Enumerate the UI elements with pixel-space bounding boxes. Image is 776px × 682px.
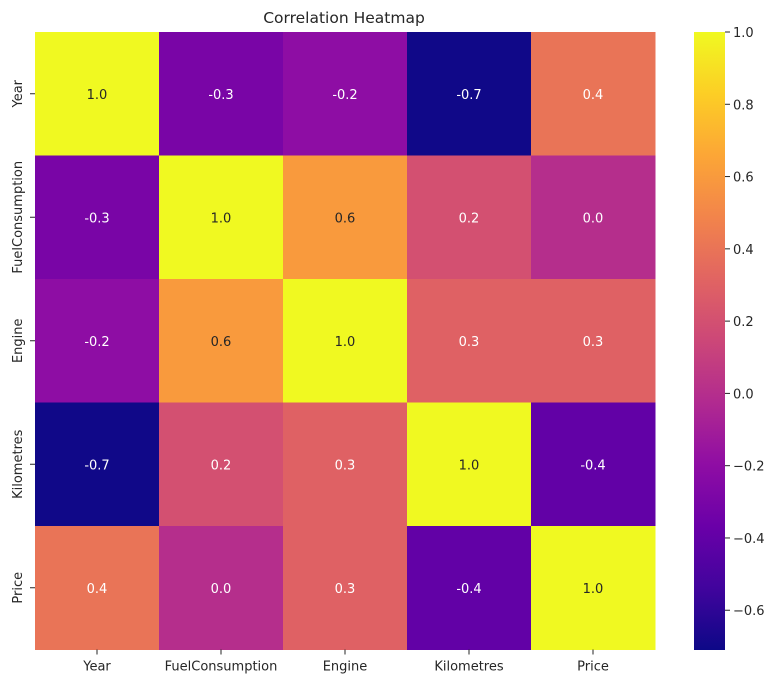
heatmap-cell [159,279,284,403]
colorbar-gradient [694,32,725,650]
cell-value-label: 0.4 [583,88,604,103]
x-tick-label: Kilometres [434,660,504,675]
heatmap-cell [407,402,532,527]
heatmap-cell [531,526,656,650]
colorbar-tick-label: −0.2 [733,460,765,475]
x-tick-label: Price [577,660,609,675]
cell-value-label: 1.0 [335,335,356,350]
x-axis: Year FuelConsumption Engine Kilometres Price [82,649,609,675]
colorbar-tick-label: 0.4 [733,243,754,258]
cell-value-label: 0.0 [211,582,232,597]
cell-value-label: -0.7 [456,88,481,103]
y-tick-label: Year [11,79,26,108]
x-tick-label: Engine [323,660,368,675]
heatmap-cell [283,155,408,280]
cell-value-label: -0.3 [84,211,109,226]
cell-value-label: 0.0 [583,211,604,226]
cell-value-label: 0.2 [211,458,232,473]
heatmap-cell [283,402,408,527]
cell-value-label: 0.4 [87,582,108,597]
heatmap-cell [35,155,160,280]
heatmap-cell [531,279,656,403]
cell-value-label: -0.4 [580,458,605,473]
heatmap-cell [35,402,160,527]
x-tick-label: Year [82,660,111,675]
colorbar-tick-label: 0.2 [733,315,754,330]
cell-value-label: 0.3 [583,335,604,350]
colorbar-tick-label: 0.6 [733,171,754,186]
heatmap-cell [407,279,532,403]
colorbar-tick-label: 0.0 [733,387,754,402]
cell-value-label: -0.3 [208,88,233,103]
cell-value-label: 0.2 [459,211,480,226]
heatmap-cell [159,32,284,156]
colorbar-tick-label: 0.8 [733,98,754,113]
heatmap-cell [283,526,408,650]
heatmap-cell [531,402,656,527]
cell-value-label: -0.2 [84,335,109,350]
heatmap-cell [531,32,656,156]
x-tick-label: FuelConsumption [165,660,278,675]
heatmap-cell [35,279,160,403]
heatmap-cell [159,402,284,527]
cell-value-label: 1.0 [583,582,604,597]
colorbar-tick-label: −0.4 [733,532,765,547]
heatmap-cell [283,32,408,156]
heatmap-cell [35,526,160,650]
cell-value-label: 0.3 [335,582,356,597]
cell-value-label: 0.6 [335,211,356,226]
heatmap-cell [531,155,656,280]
heatmap-cell [159,155,284,280]
heatmap-cell [283,279,408,403]
cell-value-label: 1.0 [459,458,480,473]
y-tick-label: FuelConsumption [11,161,26,274]
colorbar-tick-label: −0.6 [733,604,765,619]
y-tick-label: Price [11,572,26,604]
y-tick-label: Kilometres [11,429,26,499]
heatmap-cell [407,526,532,650]
colorbar-tick-label: 1.0 [733,26,754,41]
heatmap-cell [159,526,284,650]
cell-value-label: -0.2 [332,88,357,103]
chart-title: Correlation Heatmap [263,9,425,27]
y-tick-label: Engine [11,318,26,363]
heatmap-cell [407,32,532,156]
cell-value-label: -0.7 [84,458,109,473]
heatmap-cell [35,32,160,156]
cell-value-label: 0.3 [335,458,356,473]
heatmap-cell [407,155,532,280]
cell-value-label: 1.0 [87,88,108,103]
y-axis: Year FuelConsumption Engine Kilometres Price [11,79,35,604]
cell-value-label: -0.4 [456,582,481,597]
cell-value-label: 1.0 [211,211,232,226]
heatmap-cells: 1.0 -0.3 -0.2 -0.7 0.4 -0.3 1.0 0.6 0.2 0.0 -0.2 0.… [35,32,656,650]
cell-value-label: 0.6 [211,335,232,350]
cell-value-label: 0.3 [459,335,480,350]
colorbar-ticks: 1.0 0.8 0.6 0.4 0.2 0.0 −0.2 −0.4 −0.6 [725,26,765,619]
colorbar: 1.0 0.8 0.6 0.4 0.2 0.0 −0.2 −0.4 −0.6 [694,26,765,650]
